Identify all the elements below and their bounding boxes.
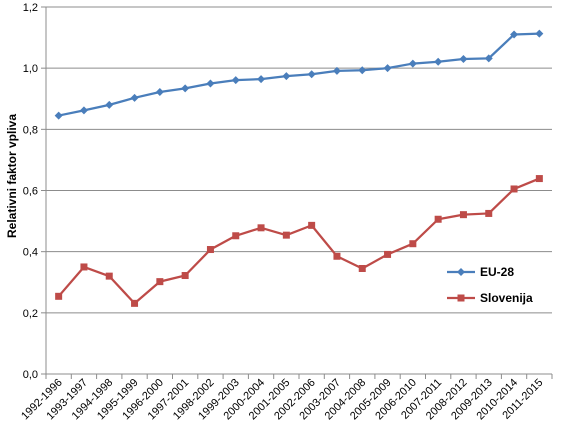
data-point bbox=[510, 185, 518, 193]
data-point bbox=[105, 272, 113, 280]
gridlines bbox=[46, 6, 552, 314]
data-point bbox=[408, 59, 417, 68]
y-tick-label: 0,6 bbox=[23, 186, 38, 198]
series-line bbox=[57, 177, 540, 305]
series-slovenija bbox=[55, 175, 543, 307]
legend-marker bbox=[457, 294, 465, 302]
data-point bbox=[384, 250, 392, 258]
legend-marker bbox=[457, 268, 465, 276]
legend-label: Slovenija bbox=[480, 291, 533, 305]
data-point bbox=[459, 211, 467, 219]
series-line bbox=[58, 32, 540, 117]
y-tick-label: 0,8 bbox=[23, 124, 38, 136]
data-point bbox=[105, 100, 114, 109]
data-point bbox=[434, 215, 442, 223]
data-point bbox=[155, 88, 164, 97]
data-point bbox=[307, 70, 316, 79]
y-axis-title: Relativni faktor vpliva bbox=[5, 114, 19, 238]
y-tick-label: 1,2 bbox=[23, 2, 38, 14]
data-point bbox=[358, 66, 367, 75]
data-point bbox=[231, 76, 240, 85]
y-tick-label: 0,0 bbox=[23, 369, 38, 381]
data-point bbox=[282, 231, 290, 239]
axes bbox=[41, 6, 553, 379]
data-point bbox=[130, 93, 139, 102]
series-lines bbox=[54, 29, 544, 307]
data-point bbox=[535, 29, 544, 38]
data-point bbox=[181, 84, 190, 93]
y-tick-label: 0,4 bbox=[23, 247, 38, 259]
y-tick-label: 0,2 bbox=[23, 308, 38, 320]
data-point bbox=[510, 30, 519, 39]
data-point bbox=[282, 72, 291, 81]
data-point bbox=[55, 292, 63, 300]
data-point bbox=[257, 75, 266, 84]
x-tick-labels: 1992-19961993-19971994-19981995-19991996… bbox=[19, 377, 545, 423]
data-point bbox=[383, 64, 392, 73]
data-point bbox=[131, 299, 139, 307]
data-point bbox=[206, 79, 215, 88]
series-eu-28 bbox=[54, 29, 544, 120]
data-point bbox=[80, 263, 88, 271]
data-point bbox=[358, 264, 366, 272]
y-tick-labels: 0,0 0,2 0,4 0,6 0,8 1,0 1,2 bbox=[23, 2, 38, 381]
data-point bbox=[409, 240, 417, 248]
data-point bbox=[485, 209, 493, 217]
data-point bbox=[206, 246, 214, 254]
data-point bbox=[181, 272, 189, 280]
data-point bbox=[232, 232, 240, 240]
data-point bbox=[79, 106, 88, 115]
legend: EU-28 Slovenija bbox=[447, 265, 533, 305]
data-point bbox=[156, 278, 164, 286]
y-tick-label: 1,0 bbox=[23, 63, 38, 75]
legend-label: EU-28 bbox=[480, 265, 514, 279]
data-point bbox=[54, 111, 63, 120]
data-point bbox=[257, 224, 265, 232]
data-point bbox=[332, 66, 341, 75]
data-point bbox=[308, 221, 316, 229]
data-point bbox=[535, 175, 543, 183]
data-point bbox=[484, 54, 493, 63]
data-point bbox=[459, 54, 468, 63]
data-point bbox=[434, 57, 443, 66]
data-point bbox=[333, 252, 341, 260]
